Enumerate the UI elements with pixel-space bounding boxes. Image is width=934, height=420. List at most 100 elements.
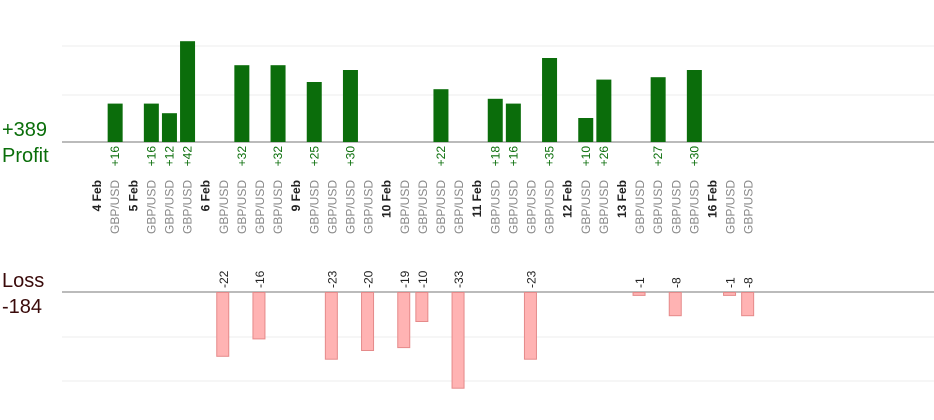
profit-value-label: +32 bbox=[235, 146, 249, 167]
pair-label: GBP/USD bbox=[217, 180, 231, 234]
date-label: 11 Feb bbox=[470, 180, 484, 217]
profit-bar bbox=[686, 70, 702, 142]
pair-label: GBP/USD bbox=[362, 180, 376, 234]
pair-label: GBP/USD bbox=[271, 180, 285, 234]
loss-value-label: -23 bbox=[325, 270, 339, 288]
loss-value-label: -10 bbox=[416, 270, 430, 288]
profit-bar bbox=[161, 113, 177, 142]
loss-bar bbox=[723, 292, 737, 296]
profit-value-label: +16 bbox=[144, 146, 158, 167]
date-label: 9 Feb bbox=[289, 180, 303, 211]
loss-value-label: -33 bbox=[452, 270, 466, 288]
loss-value-label: -1 bbox=[633, 277, 647, 288]
profit-bar bbox=[180, 41, 196, 143]
profit-bar bbox=[234, 65, 250, 142]
pair-label: GBP/USD bbox=[325, 180, 339, 234]
pair-label: GBP/USD bbox=[235, 180, 249, 234]
pair-label: GBP/USD bbox=[452, 180, 466, 234]
loss-value-label: -16 bbox=[253, 270, 267, 288]
date-label: 12 Feb bbox=[561, 180, 575, 218]
profit-value-label: +16 bbox=[108, 146, 122, 167]
profit-bar bbox=[578, 118, 594, 142]
loss-total: -184 bbox=[2, 296, 43, 318]
pair-label: GBP/USD bbox=[108, 180, 122, 234]
bars bbox=[107, 41, 755, 389]
loss-bar bbox=[668, 292, 682, 317]
pair-label: GBP/USD bbox=[543, 180, 557, 234]
loss-bar bbox=[632, 292, 646, 296]
profit-value-label: +16 bbox=[506, 146, 520, 167]
date-label: 13 Feb bbox=[615, 180, 629, 218]
pair-label: GBP/USD bbox=[416, 180, 430, 234]
profit-value-label: +18 bbox=[488, 146, 502, 167]
profit-total: +389 bbox=[2, 119, 48, 141]
loss-bar bbox=[415, 292, 429, 322]
loss-value-label: -22 bbox=[217, 270, 231, 288]
profit-value-label: +25 bbox=[307, 146, 321, 167]
profit-bar bbox=[270, 65, 286, 142]
loss-value-label: -20 bbox=[362, 270, 376, 288]
loss-bar bbox=[324, 292, 338, 360]
gridlines bbox=[62, 45, 934, 382]
pair-label: GBP/USD bbox=[724, 180, 738, 234]
loss-value-label: -1 bbox=[724, 277, 738, 288]
pair-label: GBP/USD bbox=[579, 180, 593, 234]
profit-bar bbox=[542, 58, 558, 142]
profit-bar bbox=[505, 103, 521, 142]
profit-bar bbox=[650, 77, 666, 142]
profit-value-label: +12 bbox=[162, 146, 176, 167]
profit-label: Profit bbox=[2, 145, 49, 167]
profit-value-label: +30 bbox=[343, 146, 357, 167]
profit-value-label: +27 bbox=[651, 146, 665, 167]
loss-bar bbox=[451, 292, 465, 389]
loss-bar bbox=[216, 292, 230, 357]
loss-bar bbox=[252, 292, 266, 340]
profit-value-label: +32 bbox=[271, 146, 285, 167]
profit-bar bbox=[342, 70, 358, 142]
date-label: 6 Feb bbox=[199, 180, 213, 211]
pair-label: GBP/USD bbox=[343, 180, 357, 234]
loss-value-label: -19 bbox=[398, 270, 412, 288]
loss-bar bbox=[523, 292, 537, 360]
loss-value-label: -8 bbox=[669, 277, 683, 288]
pair-label: GBP/USD bbox=[651, 180, 665, 234]
date-label: 10 Feb bbox=[380, 180, 394, 218]
pair-label: GBP/USD bbox=[633, 180, 647, 234]
profit-bar bbox=[433, 89, 449, 142]
profit-value-label: +10 bbox=[579, 146, 593, 167]
profit-value-label: +42 bbox=[181, 146, 195, 167]
loss-value-label: -23 bbox=[524, 270, 538, 288]
pair-label: GBP/USD bbox=[506, 180, 520, 234]
pair-label: GBP/USD bbox=[488, 180, 502, 234]
pair-label: GBP/USD bbox=[434, 180, 448, 234]
pair-label: GBP/USD bbox=[307, 180, 321, 234]
loss-bar bbox=[741, 292, 755, 317]
pair-label: GBP/USD bbox=[162, 180, 176, 234]
profit-value-label: +30 bbox=[687, 146, 701, 167]
pair-label: GBP/USD bbox=[144, 180, 158, 234]
pair-label: GBP/USD bbox=[669, 180, 683, 234]
pair-label: GBP/USD bbox=[181, 180, 195, 234]
loss-label: Loss bbox=[2, 270, 45, 292]
date-label: 4 Feb bbox=[90, 180, 104, 211]
pair-label: GBP/USD bbox=[253, 180, 267, 234]
profit-bar bbox=[143, 103, 159, 142]
profit-value-label: +35 bbox=[543, 146, 557, 167]
profit-bar bbox=[107, 103, 123, 142]
pair-label: GBP/USD bbox=[398, 180, 412, 234]
labels: 4 Feb GBP/USD +16 5 Feb GBP/USD +16 GBP/USD +12… bbox=[90, 146, 756, 288]
pair-label: GBP/USD bbox=[597, 180, 611, 234]
date-label: 16 Feb bbox=[705, 180, 719, 218]
profit-bar bbox=[596, 79, 612, 142]
loss-bar bbox=[361, 292, 375, 351]
pair-label: GBP/USD bbox=[742, 180, 756, 234]
loss-bar bbox=[397, 292, 411, 349]
profit-bar bbox=[306, 82, 322, 142]
pair-label: GBP/USD bbox=[524, 180, 538, 234]
profit-value-label: +22 bbox=[434, 146, 448, 167]
profit-value-label: +26 bbox=[597, 146, 611, 167]
loss-value-label: -8 bbox=[742, 277, 756, 288]
date-label: 5 Feb bbox=[126, 180, 140, 211]
pair-label: GBP/USD bbox=[687, 180, 701, 234]
